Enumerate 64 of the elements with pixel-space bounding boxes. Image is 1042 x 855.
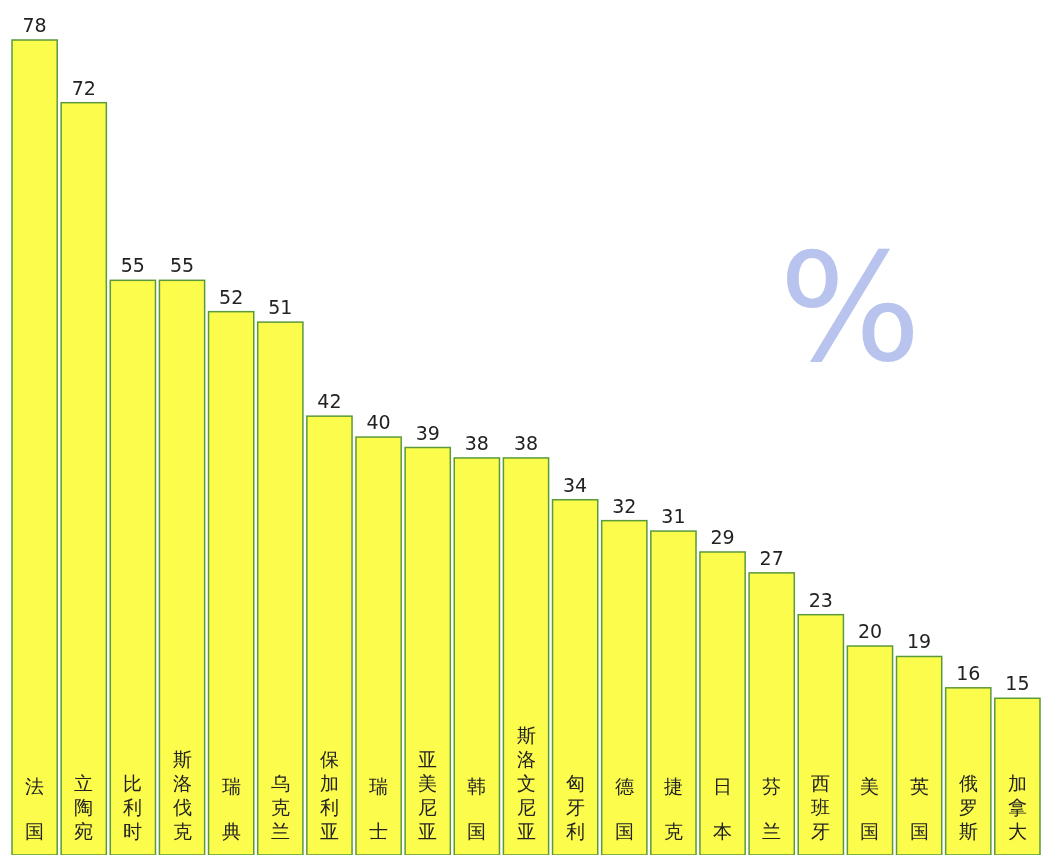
category-label: 日本 — [713, 775, 733, 842]
category-label: 英国 — [909, 775, 929, 842]
x-tick-label: 亚美尼亚 — [418, 748, 438, 842]
bar — [502, 457, 550, 855]
x-tick-label: 比利时 — [123, 772, 143, 842]
bar — [306, 415, 353, 855]
bar — [699, 551, 746, 855]
x-tick-label: 西班牙 — [811, 772, 831, 842]
data-label: 55 — [120, 254, 145, 277]
bar — [453, 457, 501, 855]
category-label: 捷克 — [663, 775, 683, 842]
data-label: 78 — [22, 14, 47, 36]
data-label: 72 — [71, 76, 96, 99]
data-label: 31 — [661, 505, 686, 528]
bar — [551, 498, 599, 855]
data-label: 42 — [317, 390, 342, 413]
x-tick-label: 保加利亚 — [319, 748, 339, 842]
category-label: 美国 — [860, 775, 880, 842]
data-label: 15 — [1005, 672, 1030, 695]
data-label: 39 — [415, 421, 440, 444]
bar — [158, 279, 206, 855]
data-label: 16 — [956, 661, 981, 684]
bar — [355, 436, 402, 855]
category-label: 瑞士 — [369, 775, 389, 842]
category-label: 韩国 — [467, 775, 487, 842]
x-tick-label: 斯洛伐克 — [172, 748, 192, 842]
category-label: 瑞典 — [221, 775, 241, 842]
bar — [797, 613, 845, 855]
bar — [207, 310, 255, 855]
data-label: 23 — [808, 588, 833, 611]
data-label: 34 — [563, 473, 588, 496]
x-tick-label: 加拿大 — [1007, 772, 1027, 842]
data-label: 52 — [219, 285, 244, 308]
data-label: 29 — [710, 525, 735, 548]
bar — [600, 519, 648, 855]
data-label: 51 — [268, 296, 293, 319]
data-label: 32 — [612, 494, 637, 517]
category-label: 德国 — [614, 775, 634, 842]
bar — [944, 687, 992, 855]
annotation: % — [778, 221, 922, 395]
bar — [748, 572, 796, 855]
bar — [11, 39, 58, 855]
x-tick-label: 俄罗斯 — [958, 772, 978, 842]
x-tick-label: 立陶宛 — [74, 772, 94, 842]
x-tick-label: 斯洛文尼亚 — [516, 724, 536, 842]
bar — [256, 321, 304, 855]
bar — [60, 101, 108, 855]
category-label: 法国 — [25, 775, 45, 842]
data-label: 38 — [464, 431, 489, 454]
bar — [994, 697, 1041, 855]
data-label: 55 — [169, 254, 195, 277]
bar — [650, 530, 697, 855]
bar — [846, 645, 894, 855]
data-label: 27 — [759, 546, 784, 569]
data-label: 38 — [513, 431, 539, 454]
x-tick-label: 匈牙利 — [565, 772, 585, 842]
data-label: 40 — [366, 411, 391, 434]
x-tick-label: 乌克兰 — [270, 772, 290, 842]
bar — [404, 446, 452, 855]
bar — [109, 279, 157, 855]
data-label: 19 — [907, 630, 932, 653]
data-label: 20 — [857, 620, 883, 643]
category-label: 芬兰 — [762, 775, 782, 842]
bar — [895, 655, 943, 855]
